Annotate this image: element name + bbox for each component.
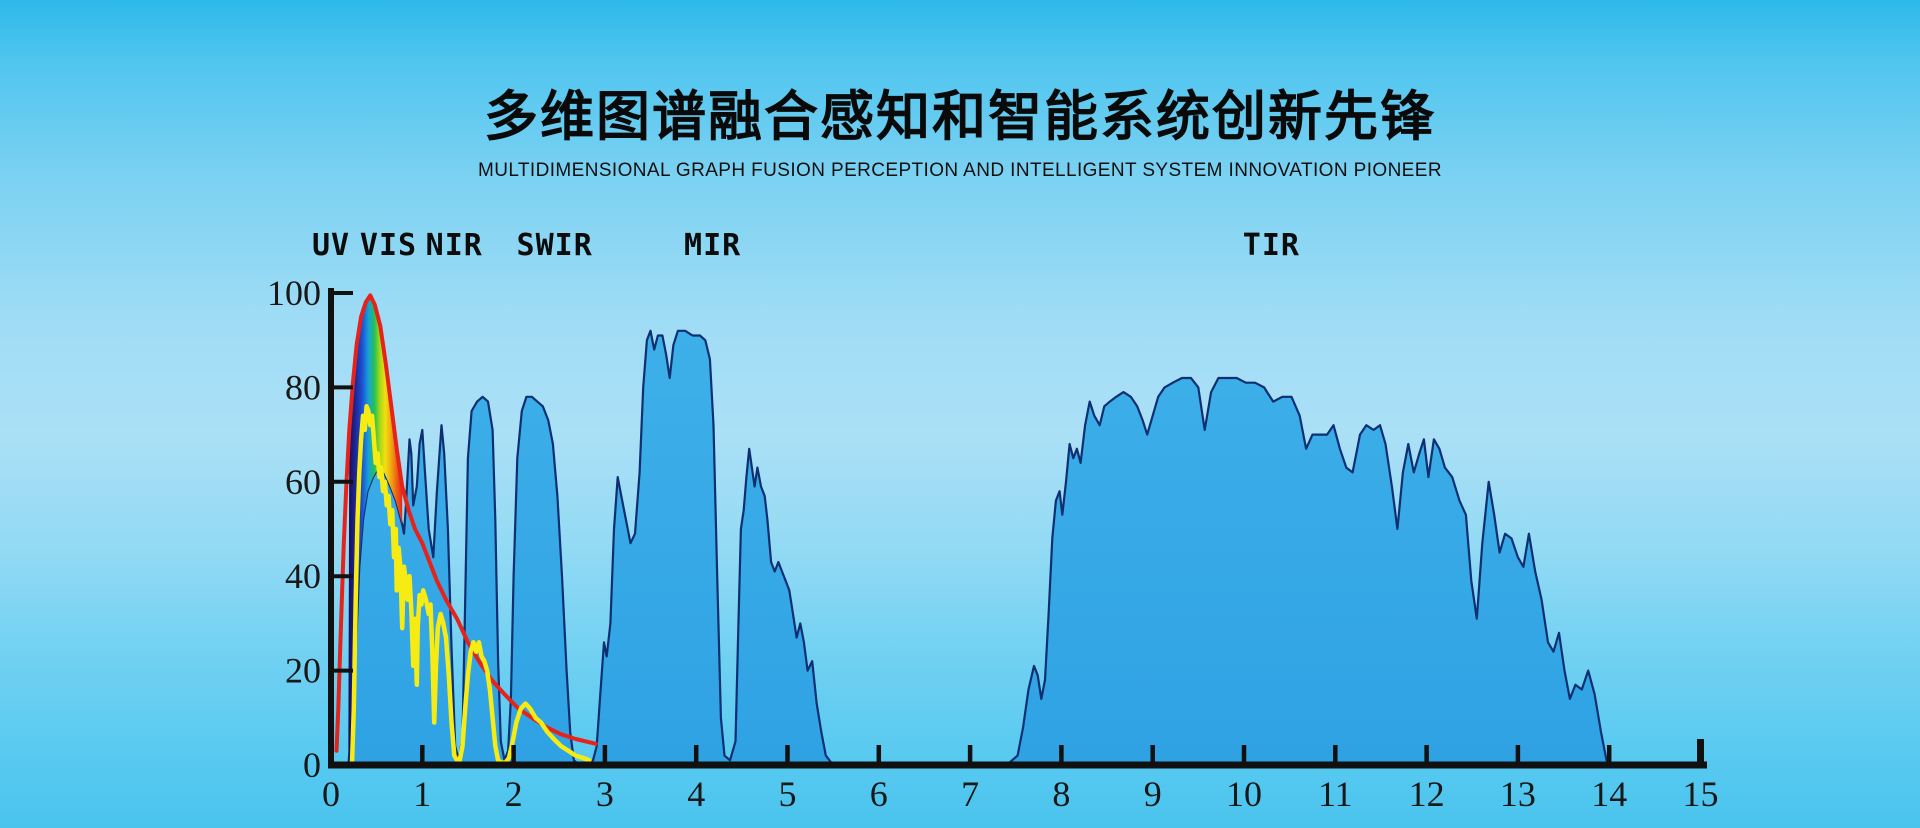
band-label-tir: TIR [1242, 228, 1300, 263]
x-tick-label-13: 13 [1500, 774, 1536, 814]
main-title: 多维图谱融合感知和智能系统创新先锋 [484, 87, 1436, 147]
x-tick-label-5: 5 [779, 774, 797, 814]
band-label-uv: UV [311, 228, 351, 263]
x-tick-label-12: 12 [1409, 774, 1445, 814]
y-tick-label-0: 0 [303, 745, 321, 785]
solar-irradiance-curve [349, 404, 592, 768]
band-label-swir: SWIR [516, 228, 593, 263]
x-tick-label-8: 8 [1052, 774, 1070, 814]
x-tick-label-0: 0 [322, 774, 340, 814]
atmospheric-transmission-windows [347, 329, 1702, 767]
x-tick-label-3: 3 [596, 774, 614, 814]
band-label-nir: NIR [425, 228, 483, 263]
x-tick-label-2: 2 [505, 774, 523, 814]
y-tick-label-80: 80 [285, 367, 321, 407]
x-tick-label-10: 10 [1226, 774, 1262, 814]
x-tick-label-4: 4 [687, 774, 705, 814]
visible-spectrum-rainbow [348, 295, 403, 765]
y-tick-label-100: 100 [267, 273, 321, 313]
x-tick-label-7: 7 [961, 774, 979, 814]
x-tick-label-1: 1 [413, 774, 431, 814]
band-label-vis: VIS [359, 228, 418, 263]
x-tick-label-11: 11 [1318, 774, 1353, 814]
y-tick-label-60: 60 [285, 462, 321, 502]
blackbody-radiation-curve [334, 293, 598, 753]
x-tick-label-9: 9 [1144, 774, 1162, 814]
band-label-mir: MIR [684, 228, 742, 263]
y-tick-label-40: 40 [285, 556, 321, 596]
x-tick-label-14: 14 [1591, 774, 1627, 814]
y-tick-label-20: 20 [285, 651, 321, 691]
subtitle: MULTIDIMENSIONAL GRAPH FUSION PERCEPTION… [478, 160, 1442, 181]
x-tick-label-6: 6 [870, 774, 888, 814]
x-tick-label-15: 15 [1683, 774, 1719, 814]
